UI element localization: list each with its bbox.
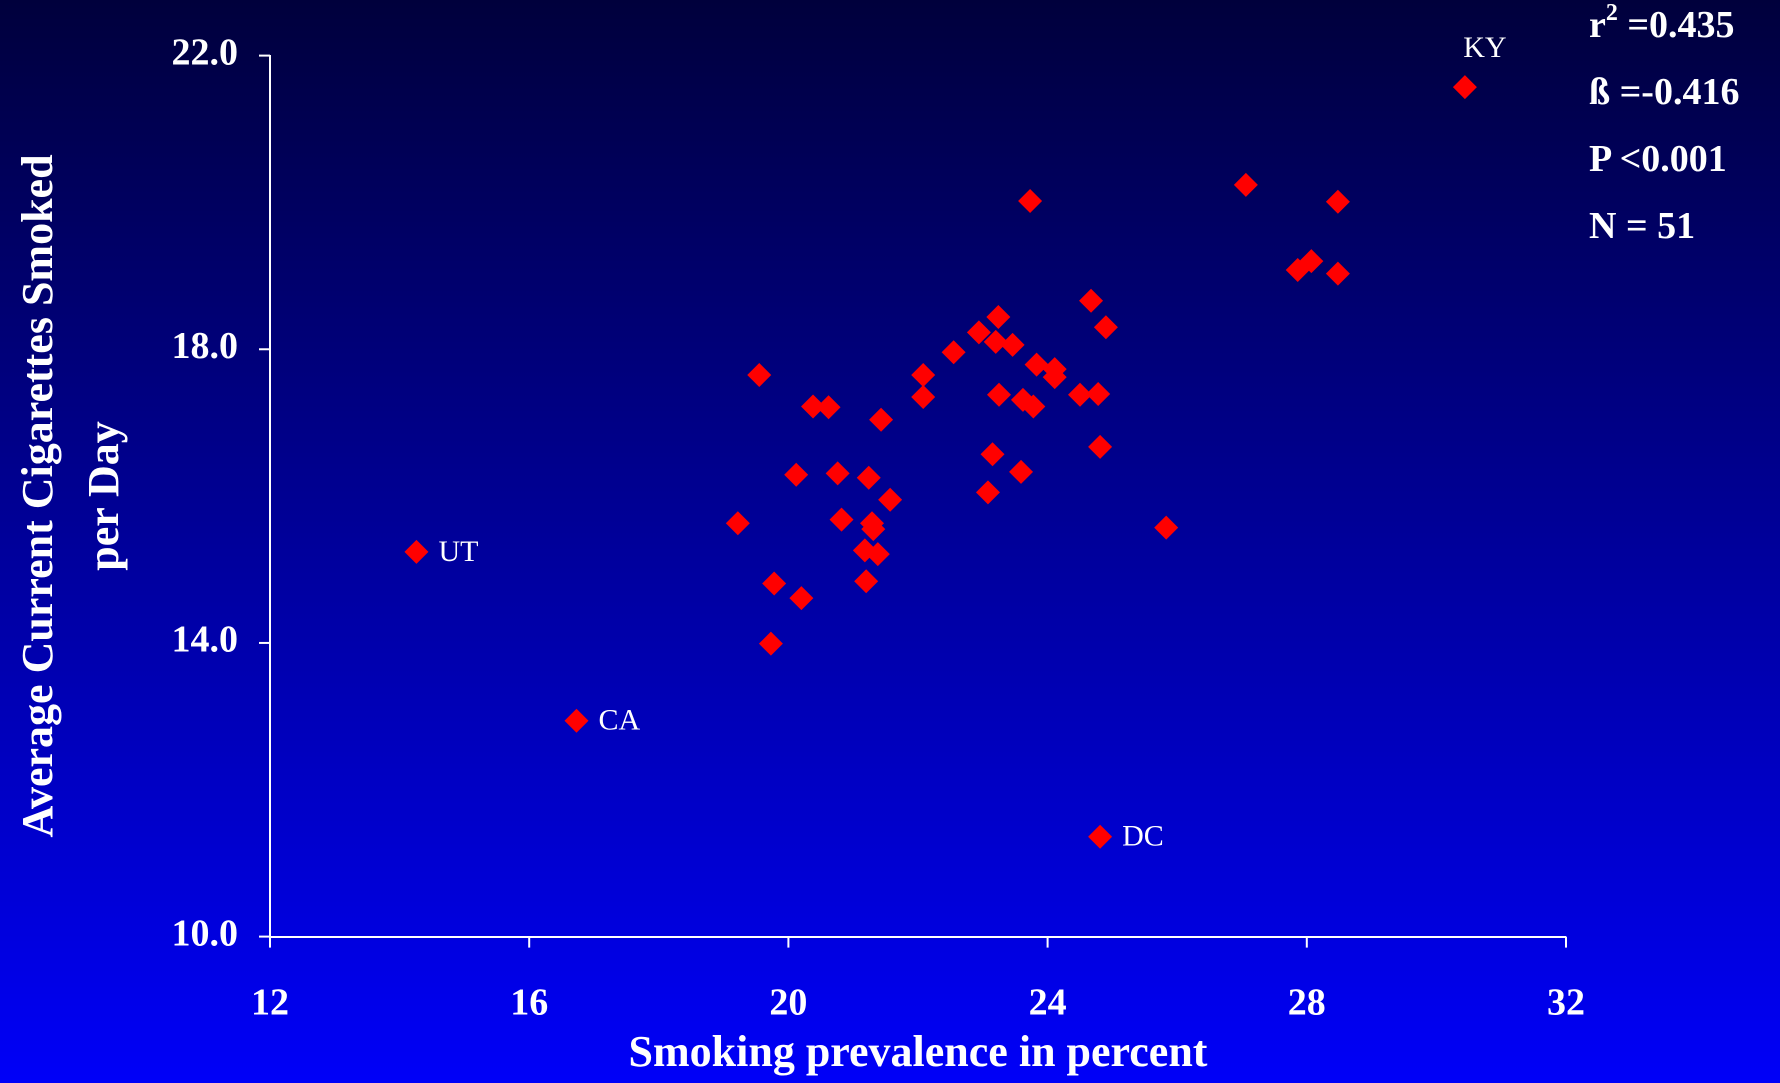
point [986,304,1011,329]
x-tick-label: 24 [1029,982,1067,1024]
stat-text: <0.001 [1610,138,1727,180]
point [1093,315,1118,340]
stat-text: =-0.416 [1610,71,1739,113]
y-tick-label: 22.0 [172,31,239,73]
point [404,539,429,564]
point [1068,382,1092,407]
point [1233,172,1258,197]
point [762,571,787,596]
point [829,507,854,532]
point [987,382,1011,407]
point [825,461,850,486]
stat-symbol: r [1589,4,1606,46]
point [856,465,881,490]
x-tick-label: 20 [769,982,807,1024]
x-tick-label: 28 [1288,982,1326,1024]
point [975,480,1000,505]
point [1079,288,1104,313]
y-axis-title: Average Current Cigarettes Smoked [13,154,62,837]
point [854,569,879,594]
x-tick-label: 32 [1547,982,1585,1024]
point [966,320,991,345]
x-axis-title: Smoking prevalence in percent [629,1027,1208,1076]
stat-symbol: P [1589,138,1612,180]
stat-symbol: ß [1589,71,1610,113]
point [1024,352,1049,377]
stat: P <0.001 [1589,138,1727,180]
y-tick-label: 14.0 [172,619,239,661]
stat-symbol: N [1589,205,1616,247]
point [1000,332,1025,357]
point [1325,189,1350,214]
point-label: DC [1122,820,1164,853]
point [878,487,903,512]
y-tick-label: 10.0 [172,912,239,954]
point [941,340,966,365]
point [911,384,936,409]
point [784,462,809,487]
point [758,631,783,656]
point [1154,515,1179,540]
point [1088,824,1113,849]
point [1021,394,1046,419]
point [1042,365,1067,390]
point [1299,249,1324,274]
point [789,586,814,611]
x-tick-label: 12 [251,982,289,1024]
point [1086,382,1111,407]
stat: ß =-0.416 [1589,71,1739,113]
point [911,362,936,387]
point [725,511,750,536]
point [564,708,589,733]
stat: r2 =0.435 [1589,0,1735,46]
point [1088,434,1113,459]
point-label: UT [438,535,478,568]
point [861,517,886,542]
stat: N = 51 [1589,205,1695,247]
y-axis-title: per Day [79,421,128,571]
point [869,407,894,432]
y-tick-label: 18.0 [172,325,239,367]
point-label: KY [1463,31,1506,64]
point [1018,188,1043,213]
stat-text: =0.435 [1618,4,1735,46]
point [1325,261,1350,286]
stat-sup: 2 [1606,0,1618,26]
point-label: CA [599,704,641,737]
point [980,442,1005,467]
point [816,395,841,420]
stat-text: = 51 [1616,205,1695,247]
point [747,362,772,387]
point [983,329,1008,354]
point [865,542,890,567]
point [1009,459,1034,484]
point [801,394,826,419]
x-tick-label: 16 [510,982,548,1024]
point [1452,75,1477,100]
